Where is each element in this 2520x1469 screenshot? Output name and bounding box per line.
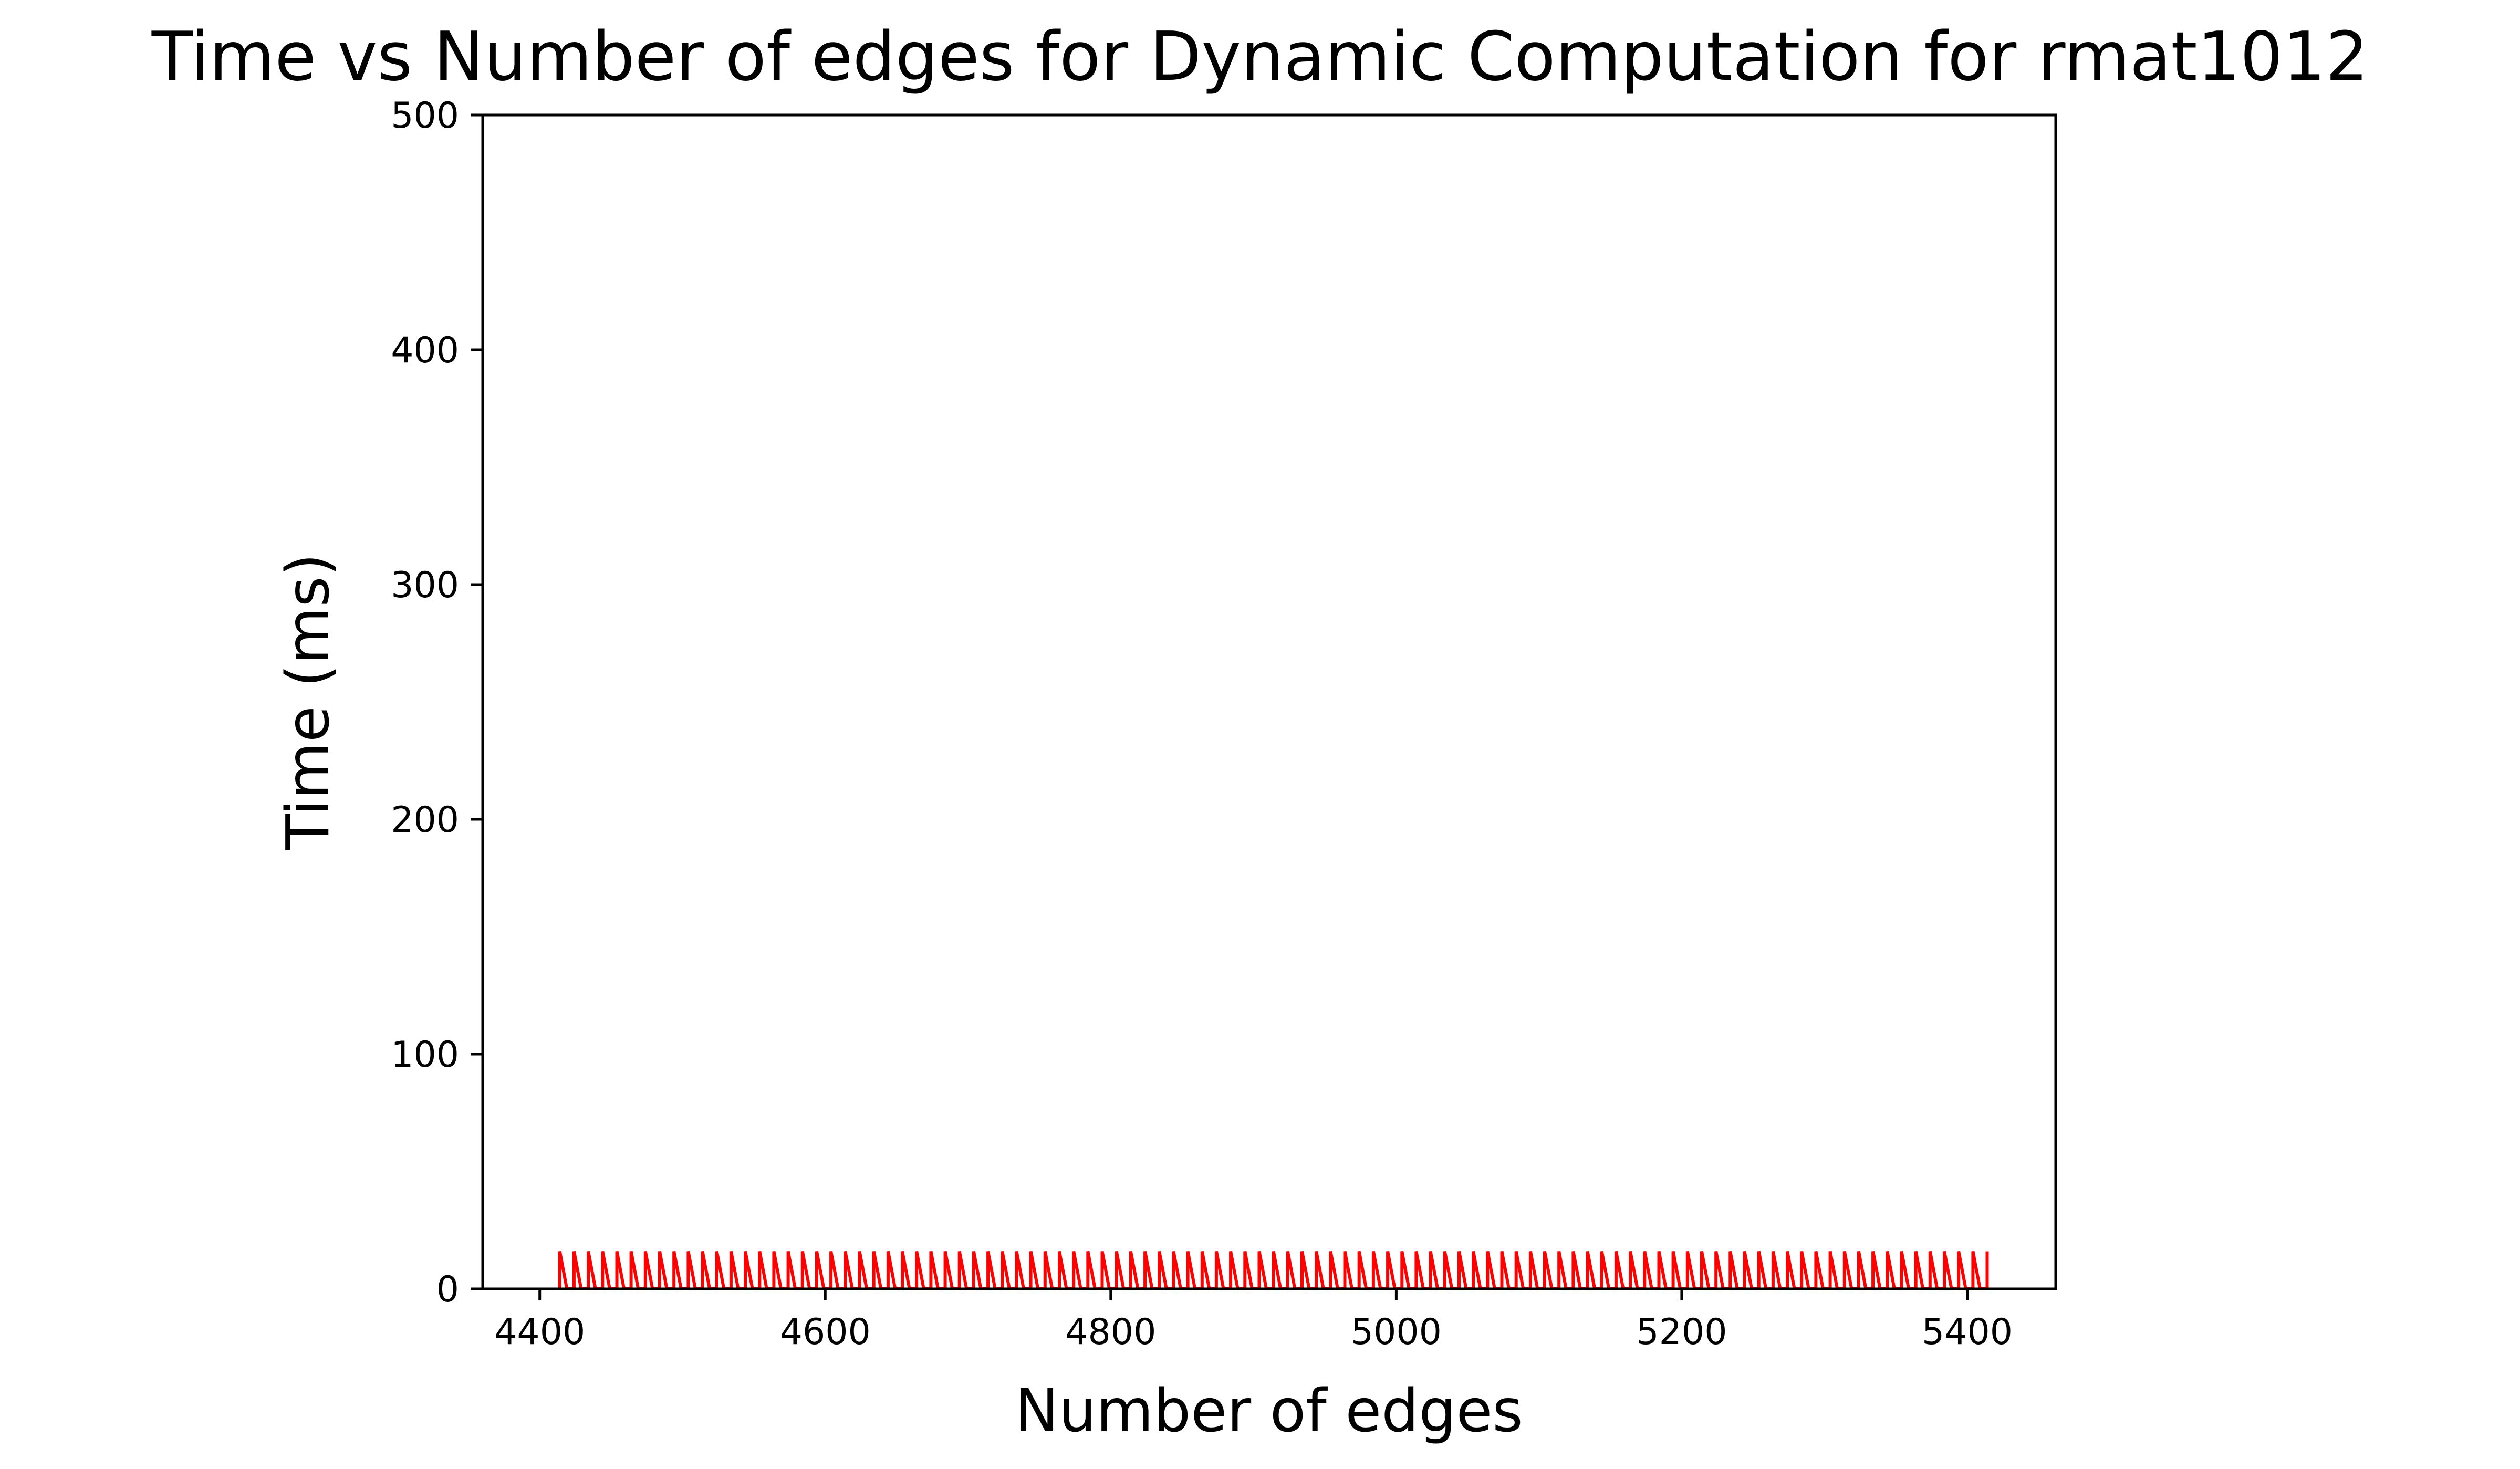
x-tick-label: 5000: [1351, 1311, 1442, 1353]
y-axis-label: Time (ms): [274, 554, 342, 851]
x-tick-label: 4400: [494, 1311, 585, 1353]
series-line: [558, 1251, 1989, 1290]
y-tick-label: 300: [391, 565, 459, 606]
x-tick-label: 5200: [1636, 1311, 1727, 1353]
x-axis: 4400 4600 4800 5000 5200 5400: [494, 1289, 2013, 1353]
y-tick-label: 200: [391, 799, 459, 841]
y-tick-label: 500: [391, 95, 459, 137]
plot-frame: [481, 113, 2057, 1290]
x-tick-label: 4800: [1065, 1311, 1156, 1353]
y-tick-label: 0: [436, 1269, 459, 1310]
series-layer: [558, 1251, 1989, 1290]
chart-title: Time vs Number of edges for Dynamic Comp…: [151, 18, 2369, 96]
y-axis: 0 100 200 300 400 500: [391, 95, 483, 1310]
y-tick-label: 400: [391, 330, 459, 371]
y-tick-label: 100: [391, 1034, 459, 1076]
x-axis-label: Number of edges: [1015, 1377, 1523, 1445]
x-tick-label: 5400: [1922, 1311, 2013, 1353]
x-tick-label: 4600: [780, 1311, 871, 1353]
